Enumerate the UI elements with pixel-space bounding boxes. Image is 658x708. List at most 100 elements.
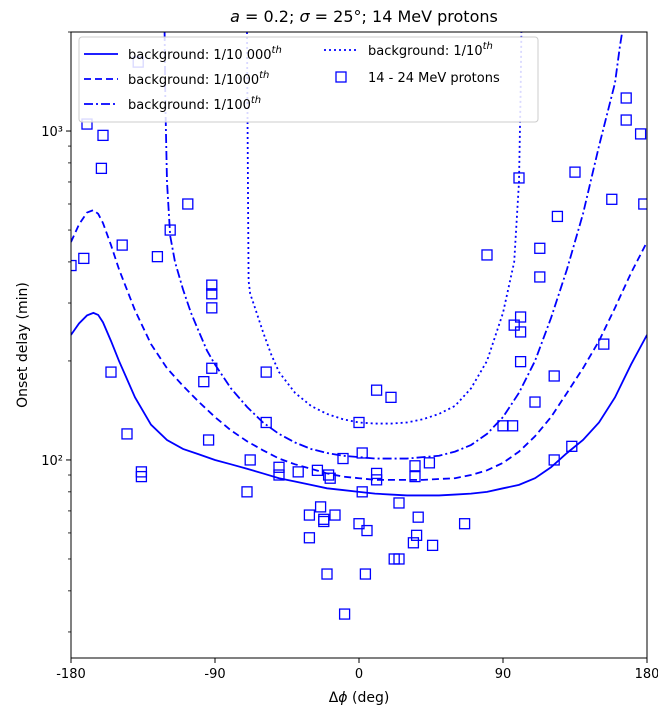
scatter-point bbox=[260, 366, 272, 378]
scatter-point bbox=[324, 472, 336, 484]
scatter-point bbox=[206, 302, 218, 314]
scatter-point bbox=[206, 362, 218, 374]
legend-entry-label: background: 1/100th bbox=[128, 95, 261, 113]
scatter-point bbox=[370, 474, 383, 486]
scatter-point bbox=[409, 470, 421, 483]
scatter-point bbox=[244, 454, 256, 466]
series-line-3 bbox=[163, 32, 624, 460]
scatter-point bbox=[407, 537, 420, 549]
scatter-point bbox=[311, 464, 324, 476]
x-tick-label: 90 bbox=[495, 667, 512, 682]
scatter-point bbox=[353, 518, 365, 530]
legend-entry-label: background: 1/10th bbox=[368, 41, 493, 59]
scatter-point bbox=[303, 509, 316, 521]
scatter-point bbox=[514, 326, 527, 338]
series-line-2 bbox=[71, 209, 647, 481]
scatter-point bbox=[534, 271, 546, 283]
scatter-point bbox=[356, 486, 368, 498]
scatter-point bbox=[409, 460, 421, 472]
x-tick-label: -180 bbox=[56, 667, 86, 682]
scatter-point bbox=[606, 193, 618, 205]
y-axis-ticks: 10² 10³ bbox=[41, 31, 71, 633]
scatter-point bbox=[206, 279, 218, 291]
scatter-point bbox=[359, 568, 372, 580]
scatter-point bbox=[412, 511, 424, 523]
legend-entry-label: background: 1/1000th bbox=[128, 70, 269, 88]
scatter-point bbox=[260, 416, 272, 429]
scatter-layer bbox=[71, 56, 647, 620]
plot-frame bbox=[70, 31, 648, 659]
scatter-point bbox=[78, 252, 90, 265]
scatter-point bbox=[548, 370, 560, 382]
scatter-point bbox=[292, 466, 304, 478]
chart-title: a = 0.2; σ = 25°; 14 MeV protons bbox=[230, 7, 498, 26]
scatter-point bbox=[314, 501, 327, 513]
scatter-point bbox=[303, 532, 316, 544]
scatter-point bbox=[529, 396, 541, 408]
scatter-point bbox=[569, 166, 581, 178]
scatter-point bbox=[497, 420, 509, 432]
legend-entry-label: background: 1/10 000th bbox=[128, 45, 282, 63]
x-tick-label: 0 bbox=[355, 667, 363, 682]
scatter-point bbox=[116, 239, 128, 251]
legend: background: 1/10 000th background: 1/1000… bbox=[78, 36, 539, 123]
scatter-point bbox=[423, 457, 436, 469]
scatter-point bbox=[393, 497, 405, 509]
scatter-point bbox=[318, 513, 330, 525]
x-axis-label: Δϕ (deg) bbox=[329, 690, 390, 706]
legend-marker-sample bbox=[335, 71, 347, 83]
scatter-point bbox=[182, 198, 194, 210]
scatter-point bbox=[97, 129, 109, 142]
scatter-point bbox=[410, 529, 423, 541]
scatter-point bbox=[513, 172, 525, 184]
scatter-point bbox=[353, 416, 365, 429]
scatter-point bbox=[514, 311, 527, 323]
scatter-point bbox=[337, 452, 349, 465]
scatter-point bbox=[514, 355, 527, 368]
scatter-point bbox=[393, 553, 405, 565]
scatter-point bbox=[634, 128, 647, 140]
scatter-point bbox=[481, 249, 493, 261]
scatter-point bbox=[135, 470, 148, 483]
legend-entry-label: 14 - 24 MeV protons bbox=[368, 71, 500, 86]
scatter-point bbox=[241, 486, 253, 498]
legend-box bbox=[78, 36, 539, 123]
x-tick-label: -90 bbox=[204, 667, 225, 682]
scatter-point bbox=[426, 539, 439, 552]
scatter-point bbox=[206, 288, 218, 300]
scatter-point bbox=[620, 114, 632, 126]
scatter-point bbox=[338, 608, 351, 620]
scatter-point bbox=[151, 251, 164, 263]
scatter-point bbox=[638, 198, 647, 210]
scatter-point bbox=[598, 338, 610, 350]
series-line-4 bbox=[246, 32, 523, 425]
scatter-point bbox=[385, 391, 397, 404]
scatter-point bbox=[370, 467, 383, 480]
scatter-point bbox=[164, 224, 176, 236]
scatter-point bbox=[566, 440, 578, 452]
scatter-point bbox=[548, 454, 560, 466]
scatter-point bbox=[202, 434, 215, 446]
scatter-point bbox=[273, 461, 285, 473]
y-axis-label: Onset delay (min) bbox=[15, 282, 31, 408]
y-tick-label: 10² bbox=[41, 454, 63, 469]
x-axis-ticks: -180 -90 0 90 180 bbox=[56, 658, 658, 682]
scatter-point bbox=[322, 469, 335, 481]
scatter-point bbox=[121, 428, 133, 440]
scatter-point bbox=[458, 518, 471, 530]
scatter-point bbox=[71, 259, 77, 272]
scatter-point bbox=[356, 447, 368, 459]
series-line-1 bbox=[71, 311, 647, 497]
scatter-point bbox=[551, 210, 564, 223]
scatter-point bbox=[361, 524, 373, 537]
scatter-point bbox=[508, 319, 520, 331]
scatter-point bbox=[534, 242, 546, 254]
scatter-point bbox=[95, 162, 108, 175]
scatter-point bbox=[321, 568, 333, 580]
scatter-point bbox=[273, 469, 285, 481]
scatter-point bbox=[370, 384, 383, 396]
scatter-point bbox=[329, 509, 341, 521]
scatter-point bbox=[198, 376, 210, 388]
y-tick-label: 10³ bbox=[41, 125, 63, 140]
